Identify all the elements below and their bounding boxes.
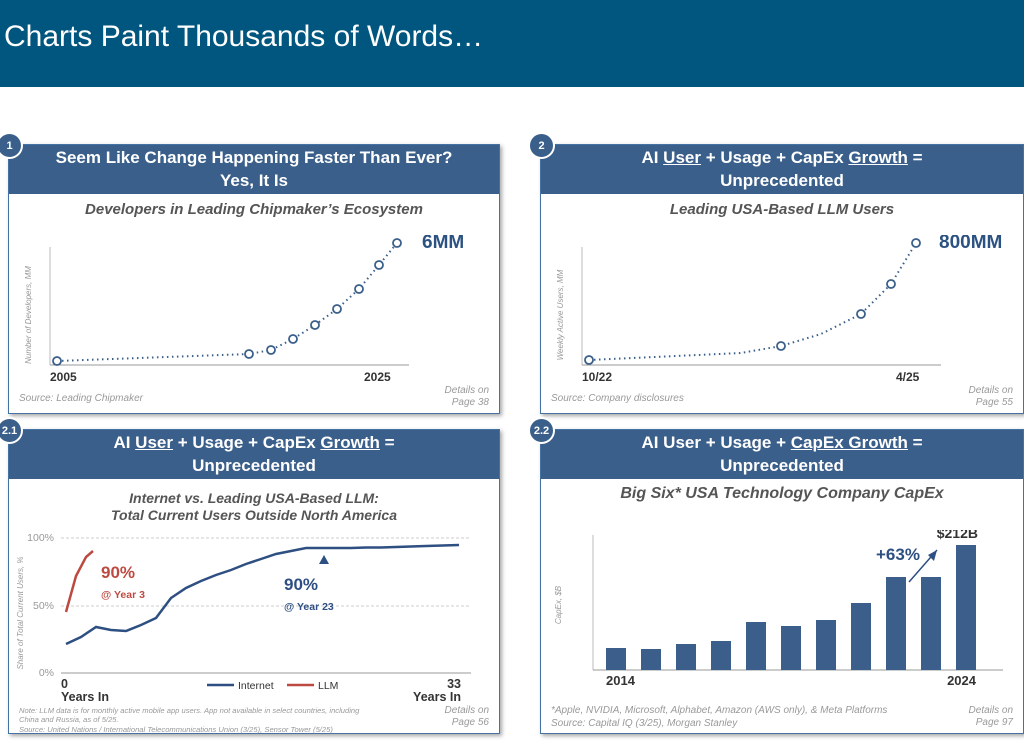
svg-text:Years In: Years In bbox=[413, 690, 461, 704]
svg-text:800MM: 800MM bbox=[939, 235, 1002, 253]
svg-text:2025: 2025 bbox=[364, 370, 391, 384]
svg-text:@ Year 23: @ Year 23 bbox=[284, 601, 334, 613]
svg-text:0%: 0% bbox=[39, 667, 54, 679]
svg-text:6MM: 6MM bbox=[422, 235, 464, 253]
svg-text:LLM: LLM bbox=[318, 680, 338, 692]
svg-text:Internet: Internet bbox=[238, 680, 274, 692]
svg-text:Number of Developers, MM: Number of Developers, MM bbox=[24, 266, 33, 364]
svg-text:2005: 2005 bbox=[50, 370, 77, 384]
svg-text:90%: 90% bbox=[101, 563, 135, 582]
svg-text:Share of Total Current Users,: Share of Total Current Users, % bbox=[16, 556, 25, 669]
svg-text:Weekly Active Users, MM: Weekly Active Users, MM bbox=[556, 269, 565, 360]
svg-text:2014: 2014 bbox=[606, 673, 636, 688]
svg-text:Years In: Years In bbox=[61, 690, 109, 704]
svg-text:50%: 50% bbox=[33, 600, 54, 612]
svg-text:90%: 90% bbox=[284, 575, 318, 594]
svg-text:CapEx, $B: CapEx, $B bbox=[554, 585, 563, 624]
svg-text:100%: 100% bbox=[27, 533, 54, 544]
svg-text:33: 33 bbox=[447, 677, 461, 691]
svg-text:2024: 2024 bbox=[947, 673, 977, 688]
svg-text:$212B: $212B bbox=[937, 530, 978, 541]
svg-text:4/25: 4/25 bbox=[896, 370, 920, 384]
svg-text:+63%: +63% bbox=[876, 545, 920, 564]
svg-text:0: 0 bbox=[61, 677, 68, 691]
svg-text:10/22: 10/22 bbox=[582, 370, 612, 384]
svg-text:@ Year 3: @ Year 3 bbox=[101, 589, 145, 601]
